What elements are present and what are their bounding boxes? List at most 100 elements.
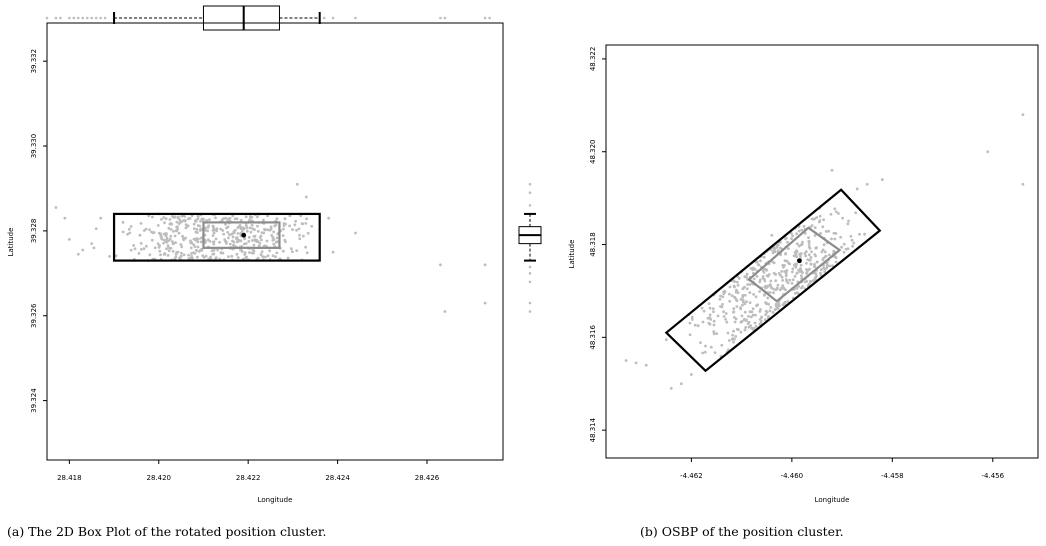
y-tick-label-a: 39.326 [30,303,38,328]
data-point [259,234,263,238]
data-point [818,214,822,218]
outlier-point [1021,113,1025,117]
data-point [164,234,168,238]
data-point [180,245,184,249]
outlier-point [108,254,111,258]
data-point [863,232,866,236]
data-point [166,254,170,257]
data-point [215,229,219,233]
data-point [184,226,188,230]
data-point [221,218,224,222]
y-tick-label-b: 48.322 [589,47,597,72]
data-point [815,260,819,264]
data-point [735,305,739,308]
data-point [834,210,838,214]
data-point [832,249,836,253]
data-point [776,249,780,253]
data-point [721,302,724,306]
data-point [813,262,816,266]
data-point [842,242,846,246]
data-point [722,315,726,318]
data-point [807,245,811,249]
data-point [179,254,183,258]
data-point [809,280,813,284]
data-point [207,224,211,228]
marginal-outlier [488,16,491,20]
data-point [858,232,861,236]
data-point [821,258,825,262]
data-point [806,258,810,261]
outlier-point [644,363,648,367]
outer-box [664,188,882,373]
data-point [250,239,254,242]
data-point [274,240,278,244]
outlier-point [483,301,487,305]
data-point [842,250,846,254]
data-point [159,232,163,236]
data-point [169,246,173,250]
data-point [741,298,745,302]
data-point [693,323,697,327]
data-point [720,343,724,347]
data-point [284,240,287,244]
data-point [736,280,739,284]
data-point [196,255,199,259]
data-point [784,252,787,256]
data-point [300,222,304,226]
data-point [289,247,293,251]
data-point [743,310,747,314]
data-point [748,301,752,304]
outlier-point [1021,182,1025,186]
data-point [690,318,694,321]
data-point [224,239,227,243]
data-point [790,282,794,285]
data-point [189,246,193,250]
marginal-outlier [54,16,58,20]
data-point [757,263,761,267]
data-point [734,298,738,301]
outlier-point [669,386,673,390]
data-point [160,237,164,241]
data-point [272,230,276,234]
data-point [305,217,308,221]
data-point [815,216,819,219]
data-point [239,248,242,252]
data-point [832,231,836,235]
data-point [814,272,818,275]
data-point [746,283,749,286]
data-point [137,252,141,255]
data-point [799,263,803,267]
data-point [196,245,200,249]
data-point [172,230,175,233]
data-point [701,320,705,324]
data-point [781,279,784,282]
outlier-point [679,382,683,386]
data-point [807,253,811,257]
data-point [212,227,216,231]
outlier-point [63,216,67,220]
data-point [733,320,737,324]
data-point [139,222,143,225]
data-point [249,230,253,234]
data-point [169,228,173,231]
data-point [709,318,713,321]
data-point [764,267,767,271]
y-tick-label-a: 39.324 [30,388,38,413]
outlier-point [830,168,834,172]
data-point [700,306,704,310]
data-point [712,319,716,323]
data-point [811,279,815,283]
marginal-outlier [528,272,532,275]
inner-box [202,221,281,249]
data-point [797,244,801,248]
marginal-outlier [354,16,357,20]
outlier-point [92,246,96,250]
data-point [212,252,216,256]
data-point [780,270,784,273]
data-point [159,253,162,257]
data-point [183,215,187,218]
data-point [179,243,183,246]
data-point [748,283,752,286]
data-point [139,248,143,251]
